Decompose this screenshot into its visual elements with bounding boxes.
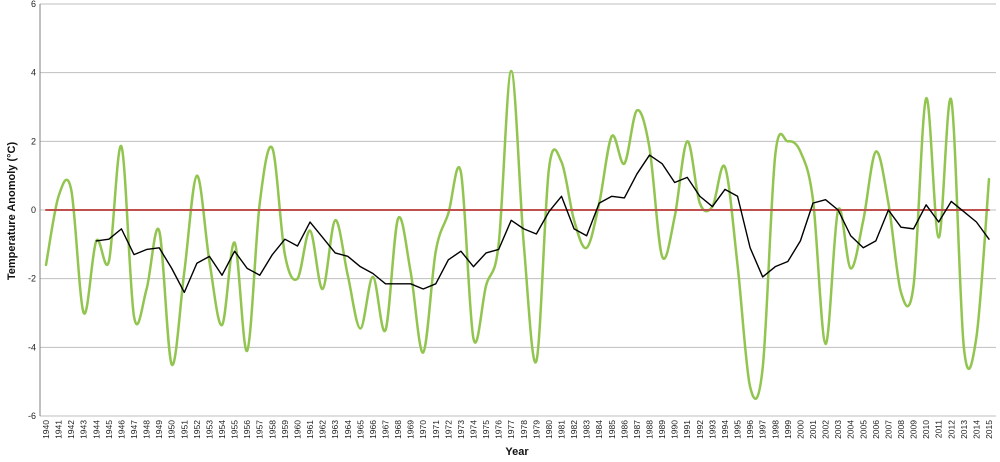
x-tick-label: 1995 [733, 420, 743, 439]
x-tick-label: 1993 [707, 420, 717, 439]
x-tick-label: 1975 [481, 420, 491, 439]
x-tick-label: 1980 [544, 420, 554, 439]
x-tick-label: 1950 [167, 420, 177, 439]
x-tick-label: 2003 [833, 420, 843, 439]
x-tick-label: 1946 [116, 420, 126, 439]
x-tick-label: 1988 [645, 420, 655, 439]
x-tick-label: 1945 [104, 420, 114, 439]
x-tick-label: 2009 [909, 420, 919, 439]
x-tick-label: 1987 [632, 420, 642, 439]
x-tick-label: 1943 [79, 420, 89, 439]
y-tick-label: -4 [28, 342, 36, 352]
x-tick-label: 1956 [242, 420, 252, 439]
y-tick-label: 2 [31, 136, 36, 146]
green-series-line [44, 69, 991, 400]
x-tick-label: 2012 [946, 420, 956, 439]
x-tick-label: 2002 [821, 420, 831, 439]
x-tick-label: 1971 [431, 420, 441, 439]
y-tick-label: -2 [28, 274, 36, 284]
x-tick-label: 1944 [91, 420, 101, 439]
series-lines [44, 69, 991, 400]
x-tick-label: 2014 [971, 420, 981, 439]
x-tick-label: 1990 [670, 420, 680, 439]
x-tick-label: 2000 [795, 420, 805, 439]
x-tick-label: 1952 [192, 420, 202, 439]
x-tick-label: 1976 [494, 420, 504, 439]
x-tick-label: 1970 [418, 420, 428, 439]
x-tick-label: 1973 [456, 420, 466, 439]
x-tick-label: 1959 [280, 420, 290, 439]
x-tick-label: 1961 [305, 420, 315, 439]
x-tick-label: 1962 [318, 420, 328, 439]
x-tick-label: 1951 [179, 420, 189, 439]
x-tick-label: 1941 [54, 420, 64, 439]
y-tick-label: -6 [28, 411, 36, 421]
x-tick-label: 1948 [142, 420, 152, 439]
x-tick-label: 1991 [682, 420, 692, 439]
x-tick-labels: 1940 1941 1942 1943 1944 1945 1946 1947 1948 1949… [41, 420, 994, 439]
x-tick-label: 1947 [129, 420, 139, 439]
x-tick-label: 1957 [255, 420, 265, 439]
x-tick-label: 1955 [230, 420, 240, 439]
x-tick-label: 1979 [531, 420, 541, 439]
x-tick-label: 1954 [217, 420, 227, 439]
x-tick-label: 1967 [380, 420, 390, 439]
x-tick-label: 2008 [896, 420, 906, 439]
x-tick-label: 1968 [393, 420, 403, 439]
x-tick-label: 1996 [745, 420, 755, 439]
x-tick-label: 1974 [468, 420, 478, 439]
x-tick-label: 1953 [204, 420, 214, 439]
x-tick-label: 2001 [808, 420, 818, 439]
x-tick-label: 1985 [607, 420, 617, 439]
x-tick-label: 1964 [343, 420, 353, 439]
y-tick-label: 6 [31, 0, 36, 9]
x-tick-label: 1965 [355, 420, 365, 439]
x-tick-label: 1977 [506, 420, 516, 439]
x-tick-label: 2011 [934, 420, 944, 439]
x-tick-label: 2015 [984, 420, 994, 439]
x-tick-label: 1942 [66, 420, 76, 439]
black-series-line [95, 154, 990, 294]
x-tick-label: 1983 [582, 420, 592, 439]
x-tick-label: 1986 [619, 420, 629, 439]
x-tick-label: 1989 [657, 420, 667, 439]
x-tick-label: 1978 [519, 420, 529, 439]
x-tick-label: 1994 [720, 420, 730, 439]
x-tick-label: 1963 [330, 420, 340, 439]
x-tick-label: 1992 [695, 420, 705, 439]
x-tick-label: 1958 [267, 420, 277, 439]
x-tick-label: 1982 [569, 420, 579, 439]
x-tick-label: 2007 [883, 420, 893, 439]
x-tick-label: 2006 [871, 420, 881, 439]
x-tick-label: 1969 [406, 420, 416, 439]
x-tick-label: 1972 [443, 420, 453, 439]
x-tick-label: 1940 [41, 420, 51, 439]
x-tick-label: 1997 [758, 420, 768, 439]
x-tick-label: 1998 [770, 420, 780, 439]
x-tick-label: 2005 [858, 420, 868, 439]
x-tick-label: 1966 [368, 420, 378, 439]
y-tick-label: 0 [31, 205, 36, 215]
x-axis-label: Year [505, 446, 529, 458]
y-tick-labels: -6 -4 -2 0 2 4 6 [28, 0, 36, 421]
x-tick-label: 2013 [959, 420, 969, 439]
x-tick-label: 1960 [292, 420, 302, 439]
x-tick-label: 1999 [783, 420, 793, 439]
x-tick-label: 1949 [154, 420, 164, 439]
x-tick-label: 1981 [557, 420, 567, 439]
y-axis-label: Temperature Anomoly (°C) [6, 142, 18, 281]
x-tick-label: 1984 [594, 420, 604, 439]
y-tick-label: 4 [31, 68, 36, 78]
x-tick-label: 2010 [921, 420, 931, 439]
x-tick-label: 2004 [846, 420, 856, 439]
